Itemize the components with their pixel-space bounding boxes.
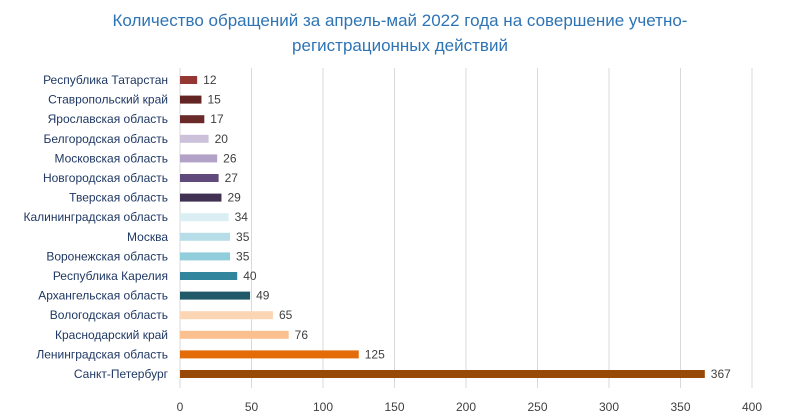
data-label: 367 [711,367,731,381]
data-label: 125 [365,347,385,361]
data-label: 35 [236,249,250,263]
bar [180,291,251,300]
category-label: Белгородская область [44,132,168,146]
category-label: Ставропольский край [48,93,168,107]
bar [180,370,705,378]
bar [180,95,202,104]
chart-title-line-1: Количество обращений за апрель-май 2022 … [112,11,688,30]
x-tick-label: 100 [313,400,333,414]
category-label: Ленинградская область [36,347,168,361]
x-tick-label: 0 [177,400,184,414]
data-label: 65 [279,308,293,322]
data-label: 17 [210,112,224,126]
data-label: 12 [203,73,217,87]
bar [180,76,198,84]
data-label: 76 [295,328,309,342]
bars [180,76,705,378]
x-tick-label: 50 [245,400,259,414]
x-tick-label: 200 [456,400,476,414]
bar [180,174,219,182]
chart-title-line-2: регистрационных действий [292,36,508,55]
bar [180,252,231,261]
x-tick-label: 300 [599,400,619,414]
category-label: Воронежская область [46,249,168,263]
gridlines [179,68,753,388]
data-label: 27 [225,171,239,185]
category-label: Вологодская область [50,308,168,322]
category-label: Ярославская область [48,112,168,126]
category-label: Санкт-Петербург [74,367,169,381]
bar [180,213,229,222]
data-label: 35 [236,230,250,244]
chart-title: Количество обращений за апрель-май 2022 … [0,8,800,58]
x-tick-label: 400 [742,400,762,414]
category-label: Краснодарский край [55,328,168,342]
x-axis-ticks: 0 50 100 150 200 250 300 350 400 [177,400,763,414]
bar [180,115,205,124]
bar [180,232,231,241]
category-label: Москва [127,230,168,244]
category-label: Тверская область [69,191,168,205]
data-label: 49 [256,289,270,303]
bar [180,193,222,202]
category-label: Республика Татарстан [43,73,168,87]
category-label: Архангельская область [38,289,168,303]
data-label: 40 [243,269,257,283]
bar [180,154,218,163]
data-label: 29 [227,191,241,205]
bar [180,330,289,339]
data-label: 26 [223,151,237,165]
x-tick-label: 350 [670,400,690,414]
bar [180,350,359,359]
category-label: Московская область [54,151,168,165]
category-labels: Республика Татарстан Ставропольский край Я… [23,73,168,381]
bar [180,311,273,320]
data-label: 15 [207,93,221,107]
x-tick-label: 150 [384,400,404,414]
bar [180,134,209,143]
data-label: 34 [235,210,249,224]
category-label: Республика Карелия [53,269,168,283]
x-tick-label: 250 [527,400,547,414]
category-label: Калининградская область [23,210,168,224]
bar [180,272,238,280]
category-label: Новгородская область [43,171,168,185]
data-label: 20 [215,132,229,146]
